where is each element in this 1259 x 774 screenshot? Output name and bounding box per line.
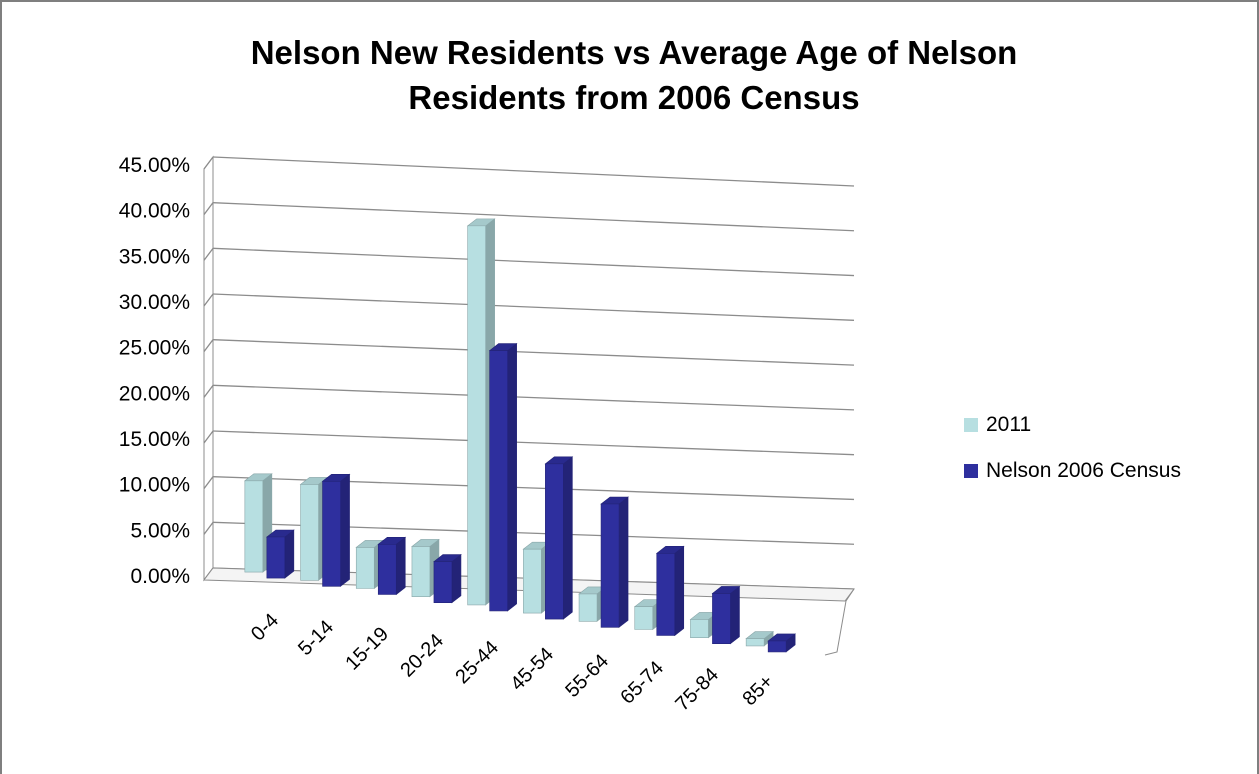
bar-census-5-14 <box>321 473 351 587</box>
bar-census-55-64 <box>600 496 629 628</box>
gridline <box>212 293 855 321</box>
gridline <box>212 339 855 366</box>
gridline <box>212 247 855 277</box>
x-tick-label: 15-19 <box>341 623 393 675</box>
y-tick-label: 25.00% <box>119 337 190 360</box>
gridline-side <box>203 202 214 216</box>
x-tick-label: 45-54 <box>506 643 558 695</box>
y-tick-label: 30.00% <box>119 291 190 314</box>
gridline-side <box>203 156 214 170</box>
bar-census-15-19 <box>377 536 407 596</box>
bar-census-85+ <box>767 633 797 653</box>
x-tick-label: 0-4 <box>247 609 283 645</box>
gridline <box>212 202 855 232</box>
bar-census-25-44 <box>488 342 518 612</box>
x-tick-label: 5-14 <box>294 616 338 660</box>
y-tick-label: 5.00% <box>130 519 190 542</box>
chart-title-line-2: Residents from 2006 Census <box>408 79 860 116</box>
legend-label-2011: 2011 <box>986 413 1032 436</box>
chart-title-line-1: Nelson New Residents vs Average Age of N… <box>250 34 1018 71</box>
x-tick-label: 75-84 <box>671 664 723 716</box>
y-tick-label: 15.00% <box>119 428 190 451</box>
legend-item-2011: 2011 <box>964 412 1181 438</box>
gridline-side <box>203 339 214 353</box>
x-tick-label: 55-64 <box>561 650 613 702</box>
y-tick-label: 10.00% <box>119 474 190 497</box>
side-wall <box>203 155 214 582</box>
y-tick-label: 40.00% <box>119 200 190 223</box>
gridline <box>212 156 855 187</box>
bar-census-65-74 <box>655 545 685 637</box>
floor-edge <box>824 588 855 656</box>
bar-census-20-24 <box>433 553 462 604</box>
bar-2011-85+ <box>745 630 775 647</box>
legend-swatch-census <box>964 464 978 478</box>
bar-census-0-4 <box>265 529 295 579</box>
gridline <box>212 384 855 411</box>
chart-title: Nelson New Residents vs Average Age of N… <box>2 30 1259 120</box>
y-tick-label: 0.00% <box>130 565 190 588</box>
gridline-side <box>203 430 214 444</box>
gridline-side <box>203 293 214 307</box>
gridline-side <box>203 384 214 398</box>
legend-swatch-2011 <box>964 418 978 432</box>
x-tick-label: 65-74 <box>616 657 668 709</box>
y-tick-label: 45.00% <box>119 154 190 177</box>
gridline-side <box>203 521 214 535</box>
legend-item-census: Nelson 2006 Census <box>964 458 1181 484</box>
bar-census-45-54 <box>544 456 574 620</box>
y-tick-label: 35.00% <box>119 245 190 268</box>
gridline-side <box>203 247 214 261</box>
gridline-side <box>203 476 214 490</box>
x-tick-label: 85+ <box>738 671 778 711</box>
x-tick-label: 20-24 <box>396 630 448 682</box>
legend: 2011 Nelson 2006 Census <box>964 412 1181 504</box>
x-tick-label: 25-44 <box>451 637 503 689</box>
legend-label-census: Nelson 2006 Census <box>986 459 1181 482</box>
gridline <box>212 430 855 456</box>
bar-census-75-84 <box>711 585 741 645</box>
y-tick-label: 20.00% <box>119 382 190 405</box>
